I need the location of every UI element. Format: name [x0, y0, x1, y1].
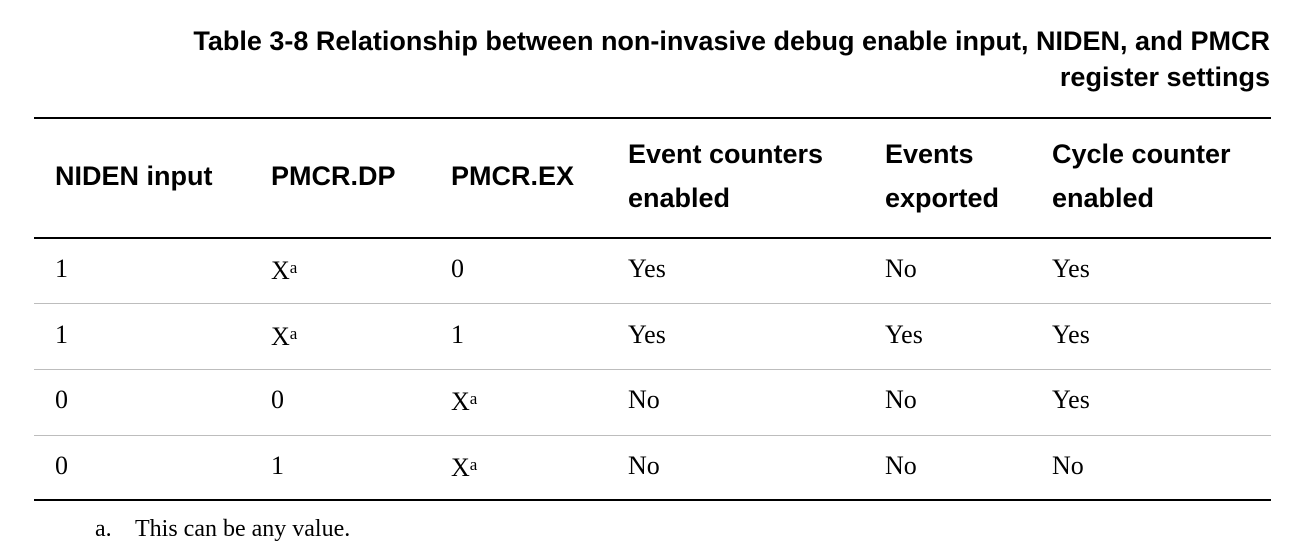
- cell-events-exported: No: [885, 451, 917, 480]
- header-events-exported: Events exported: [885, 132, 999, 220]
- cell-pmcr-dp-value: X: [271, 256, 290, 285]
- header-pmcr-dp: PMCR.DP: [271, 154, 396, 198]
- cell-event-counters: Yes: [628, 320, 666, 349]
- table-bottom-rule: [34, 499, 1271, 501]
- cell-pmcr-ex: Xa: [451, 453, 477, 483]
- cell-niden: 0: [55, 451, 68, 480]
- cell-pmcr-ex-value: 0: [451, 254, 464, 283]
- footnote-marker-a: a.: [95, 516, 112, 542]
- cell-pmcr-dp-value: X: [271, 322, 290, 351]
- row-divider: [34, 303, 1271, 304]
- header-pmcr-ex: PMCR.EX: [451, 154, 574, 198]
- header-events-exported-line1: Events: [885, 139, 974, 169]
- header-niden-input: NIDEN input: [55, 154, 212, 198]
- footnote-marker: a: [469, 455, 478, 474]
- cell-pmcr-ex: 1: [451, 320, 464, 350]
- table-title-line2: register settings: [1059, 62, 1270, 92]
- cell-niden: 1: [55, 254, 68, 283]
- header-event-counters-line2: enabled: [628, 183, 731, 213]
- table-header-rule: [34, 237, 1271, 239]
- cell-pmcr-dp-value: 1: [271, 451, 284, 480]
- cell-event-counters: No: [628, 451, 660, 480]
- cell-pmcr-ex-value: X: [451, 453, 470, 482]
- cell-pmcr-dp: 0: [271, 385, 284, 415]
- header-pmcr-dp-label: PMCR.DP: [271, 161, 396, 191]
- header-cycle-counter-line1: Cycle counter: [1052, 139, 1231, 169]
- footnote-marker: a: [289, 324, 298, 343]
- cell-pmcr-dp: Xa: [271, 256, 297, 286]
- table-title-line1: Table 3-8 Relationship between non-invas…: [193, 26, 1270, 56]
- cell-niden: 1: [55, 320, 68, 349]
- cell-niden: 0: [55, 385, 68, 414]
- cell-cycle-counter: Yes: [1052, 385, 1090, 414]
- cell-pmcr-dp: Xa: [271, 322, 297, 352]
- header-pmcr-ex-label: PMCR.EX: [451, 161, 575, 191]
- cell-pmcr-dp-value: 0: [271, 385, 284, 414]
- footnote-text: This can be any value.: [135, 516, 351, 542]
- header-event-counters-line1: Event counters: [628, 139, 824, 169]
- footnote-marker: a: [289, 258, 298, 277]
- row-divider: [34, 369, 1271, 370]
- table-top-rule: [34, 117, 1271, 119]
- cell-pmcr-dp: 1: [271, 451, 284, 481]
- table-title: Table 3-8 Relationship between non-invas…: [170, 23, 1270, 95]
- cell-event-counters: No: [628, 385, 660, 414]
- cell-pmcr-ex-value: X: [451, 387, 470, 416]
- cell-cycle-counter: No: [1052, 451, 1084, 480]
- cell-pmcr-ex: 0: [451, 254, 464, 284]
- cell-cycle-counter: Yes: [1052, 320, 1090, 349]
- header-niden-input-label: NIDEN input: [55, 161, 213, 191]
- header-cycle-counter-enabled: Cycle counter enabled: [1052, 132, 1231, 220]
- header-cycle-counter-line2: enabled: [1052, 183, 1155, 213]
- header-event-counters-enabled: Event counters enabled: [628, 132, 823, 220]
- cell-cycle-counter: Yes: [1052, 254, 1090, 283]
- header-events-exported-line2: exported: [885, 183, 1000, 213]
- cell-pmcr-ex: Xa: [451, 387, 477, 417]
- cell-events-exported: No: [885, 254, 917, 283]
- cell-pmcr-ex-value: 1: [451, 320, 464, 349]
- cell-event-counters: Yes: [628, 254, 666, 283]
- cell-events-exported: Yes: [885, 320, 923, 349]
- footnote-marker: a: [469, 389, 478, 408]
- row-divider: [34, 435, 1271, 436]
- cell-events-exported: No: [885, 385, 917, 414]
